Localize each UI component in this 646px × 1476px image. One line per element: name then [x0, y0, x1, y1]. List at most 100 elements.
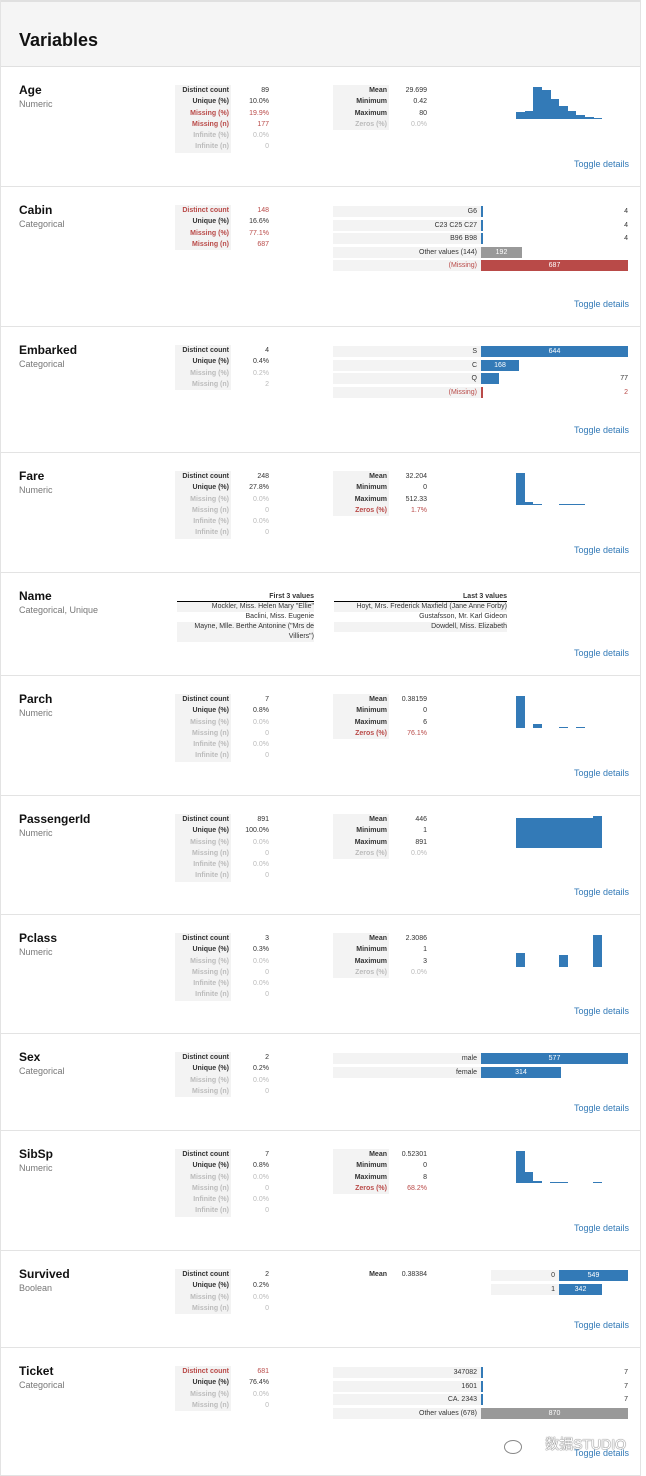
stat-row: Infinite (%) 0.0% [175, 978, 271, 990]
stat-label: Distinct count [175, 694, 231, 706]
stat-value: 0.0% [411, 849, 427, 857]
histogram-bar [533, 723, 542, 728]
stat-label: Distinct count [175, 1366, 231, 1378]
stat-value: 10.0% [249, 98, 269, 106]
stat-row: Mean 446 [333, 814, 429, 826]
stat-value: 29.699 [405, 87, 427, 94]
stat-value: 19.9% [249, 109, 269, 117]
stats-table-2: Mean 0.52301 Minimum 0 Maximum 8 Zeros (%) 68.2… [333, 1149, 429, 1195]
stat-label: Unique (%) [175, 1160, 231, 1172]
variable-name: Cabin [19, 203, 53, 217]
stat-label: Mean [333, 1149, 389, 1161]
toggle-details-link[interactable]: Toggle details [573, 887, 629, 897]
frequency-label: male [333, 1053, 481, 1064]
stat-row: Zeros (%) 1.7% [333, 504, 429, 517]
variable-name: Name [19, 589, 52, 603]
stat-label: Missing (n) [175, 727, 231, 740]
frequency-label: CA. 2343 [333, 1394, 481, 1406]
toggle-details-link[interactable]: Toggle details [573, 1103, 629, 1113]
stat-row: Infinite (n) 0 [175, 141, 271, 153]
stat-label: Minimum [333, 705, 389, 717]
stat-value: 0.0% [253, 741, 269, 749]
stat-value: 76.1% [407, 729, 427, 737]
stat-value: 0.0% [253, 1293, 269, 1301]
frequency-bar [481, 1380, 483, 1392]
stats-table-2: Mean 32.204 Minimum 0 Maximum 512.33 Zeros (%)… [333, 471, 429, 517]
stat-row: Missing (%) 0.0% [175, 1171, 271, 1183]
stat-label: Minimum [333, 825, 389, 837]
histogram-bar [567, 504, 577, 505]
stat-value: 0.42 [413, 98, 427, 106]
stat-value: 0.0% [253, 957, 269, 965]
frequency-row: Other values (144) 192 [333, 246, 628, 260]
stat-row: Unique (%) 76.4% [175, 1377, 271, 1389]
stats-table: Distinct count 89 Unique (%) 10.0% Missing (… [175, 85, 271, 153]
histogram-bar [541, 90, 551, 119]
stat-value: 0 [265, 506, 269, 514]
stat-row: Distinct count 148 [175, 205, 271, 217]
histogram-bar [567, 111, 577, 119]
stat-row: Zeros (%) 0.0% [333, 966, 429, 979]
stat-label: Mean [333, 694, 389, 706]
stat-label: Infinite (%) [175, 516, 231, 528]
toggle-details-link[interactable]: Toggle details [573, 159, 629, 169]
variable-name: SibSp [19, 1147, 54, 1161]
stat-row: Distinct count 7 [175, 1149, 271, 1161]
stat-label: Missing (%) [175, 493, 231, 505]
stat-value: 0.38384 [401, 1271, 427, 1278]
toggle-details-link[interactable]: Toggle details [573, 648, 629, 658]
stat-value: 0.0% [253, 1196, 269, 1204]
toggle-details-link[interactable]: Toggle details [573, 1223, 629, 1233]
stat-label: Maximum [333, 955, 389, 967]
frequency-label: 1601 [333, 1380, 481, 1392]
stat-value: 1 [423, 946, 427, 954]
frequency-row: G6 4 [333, 205, 628, 219]
frequency-row: C 168 [333, 359, 628, 373]
frequency-table: male 577 female 314 [333, 1052, 628, 1079]
histogram [516, 473, 602, 505]
stat-row: Missing (n) 0 [175, 1399, 271, 1412]
stat-row: Infinite (n) 0 [175, 1205, 271, 1217]
stat-label: Zeros (%) [333, 1182, 389, 1195]
stat-value: 0 [265, 1401, 269, 1409]
histogram-bar [593, 118, 603, 119]
frequency-bar: 870 [481, 1407, 628, 1419]
histogram-bar [550, 1181, 560, 1183]
toggle-details-link[interactable]: Toggle details [573, 545, 629, 555]
toggle-details-link[interactable]: Toggle details [573, 1320, 629, 1330]
variable-age: Age Numeric Distinct count 89 Unique (%) 10.0… [1, 67, 641, 187]
toggle-details-link[interactable]: Toggle details [573, 1006, 629, 1016]
toggle-details-link[interactable]: Toggle details [573, 768, 629, 778]
toggle-details-link[interactable]: Toggle details [573, 425, 629, 435]
toggle-details-link[interactable]: Toggle details [573, 299, 629, 309]
frequency-bar [481, 233, 483, 245]
frequency-table: G6 4 C23 C25 C27 4 B96 B98 4 Other values (144… [333, 205, 628, 273]
stat-label: Missing (n) [175, 378, 231, 391]
frequency-count: 7 [624, 1369, 628, 1376]
stat-value: 148 [257, 207, 269, 214]
frequency-bar [481, 373, 499, 385]
stat-label: Maximum [333, 493, 389, 505]
frequency-row: B96 B98 4 [333, 232, 628, 246]
stat-row: Missing (%) 0.0% [175, 716, 271, 728]
frequency-bar [481, 1367, 483, 1378]
stat-row: Zeros (%) 68.2% [333, 1182, 429, 1195]
toggle-details-link[interactable]: Toggle details [573, 1448, 629, 1458]
stat-value: 3 [423, 957, 427, 965]
stat-row: Missing (%) 0.0% [175, 836, 271, 848]
histogram [516, 696, 602, 728]
stat-label: Minimum [333, 96, 389, 108]
histogram-bar [533, 1181, 542, 1183]
frequency-bar: 577 [481, 1053, 628, 1064]
stat-value: 0.0% [253, 495, 269, 503]
histogram-bar [550, 817, 560, 848]
stat-label: Missing (n) [175, 847, 231, 860]
variable-embarked: Embarked Categorical Distinct count 4 Unique… [1, 327, 641, 453]
stat-label: Missing (%) [175, 227, 231, 239]
variable-cabin: Cabin Categorical Distinct count 148 Unique … [1, 187, 641, 327]
stat-label: Distinct count [175, 1149, 231, 1161]
histogram-bar [576, 727, 585, 728]
stat-label: Infinite (n) [175, 527, 231, 539]
stat-row: Distinct count 248 [175, 471, 271, 483]
first-values: First 3 values Mockler, Miss. Helen Mary … [177, 591, 314, 642]
